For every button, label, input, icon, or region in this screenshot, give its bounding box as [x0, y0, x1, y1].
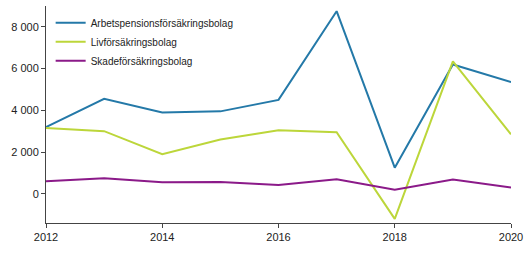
svg-text:0: 0: [33, 188, 39, 200]
svg-text:2016: 2016: [266, 231, 290, 243]
svg-text:2 000: 2 000: [11, 146, 39, 158]
svg-text:2020: 2020: [499, 231, 523, 243]
svg-text:2012: 2012: [34, 231, 58, 243]
svg-text:2018: 2018: [383, 231, 407, 243]
svg-text:2014: 2014: [150, 231, 174, 243]
svg-text:Livförsäkringsbolag: Livförsäkringsbolag: [91, 37, 177, 48]
svg-text:8 000: 8 000: [11, 21, 39, 33]
svg-text:Arbetspensionsförsäkringsbolag: Arbetspensionsförsäkringsbolag: [91, 18, 233, 29]
svg-text:Skadeförsäkringsbolag: Skadeförsäkringsbolag: [91, 56, 193, 67]
svg-text:4 000: 4 000: [11, 104, 39, 116]
svg-text:6 000: 6 000: [11, 62, 39, 74]
